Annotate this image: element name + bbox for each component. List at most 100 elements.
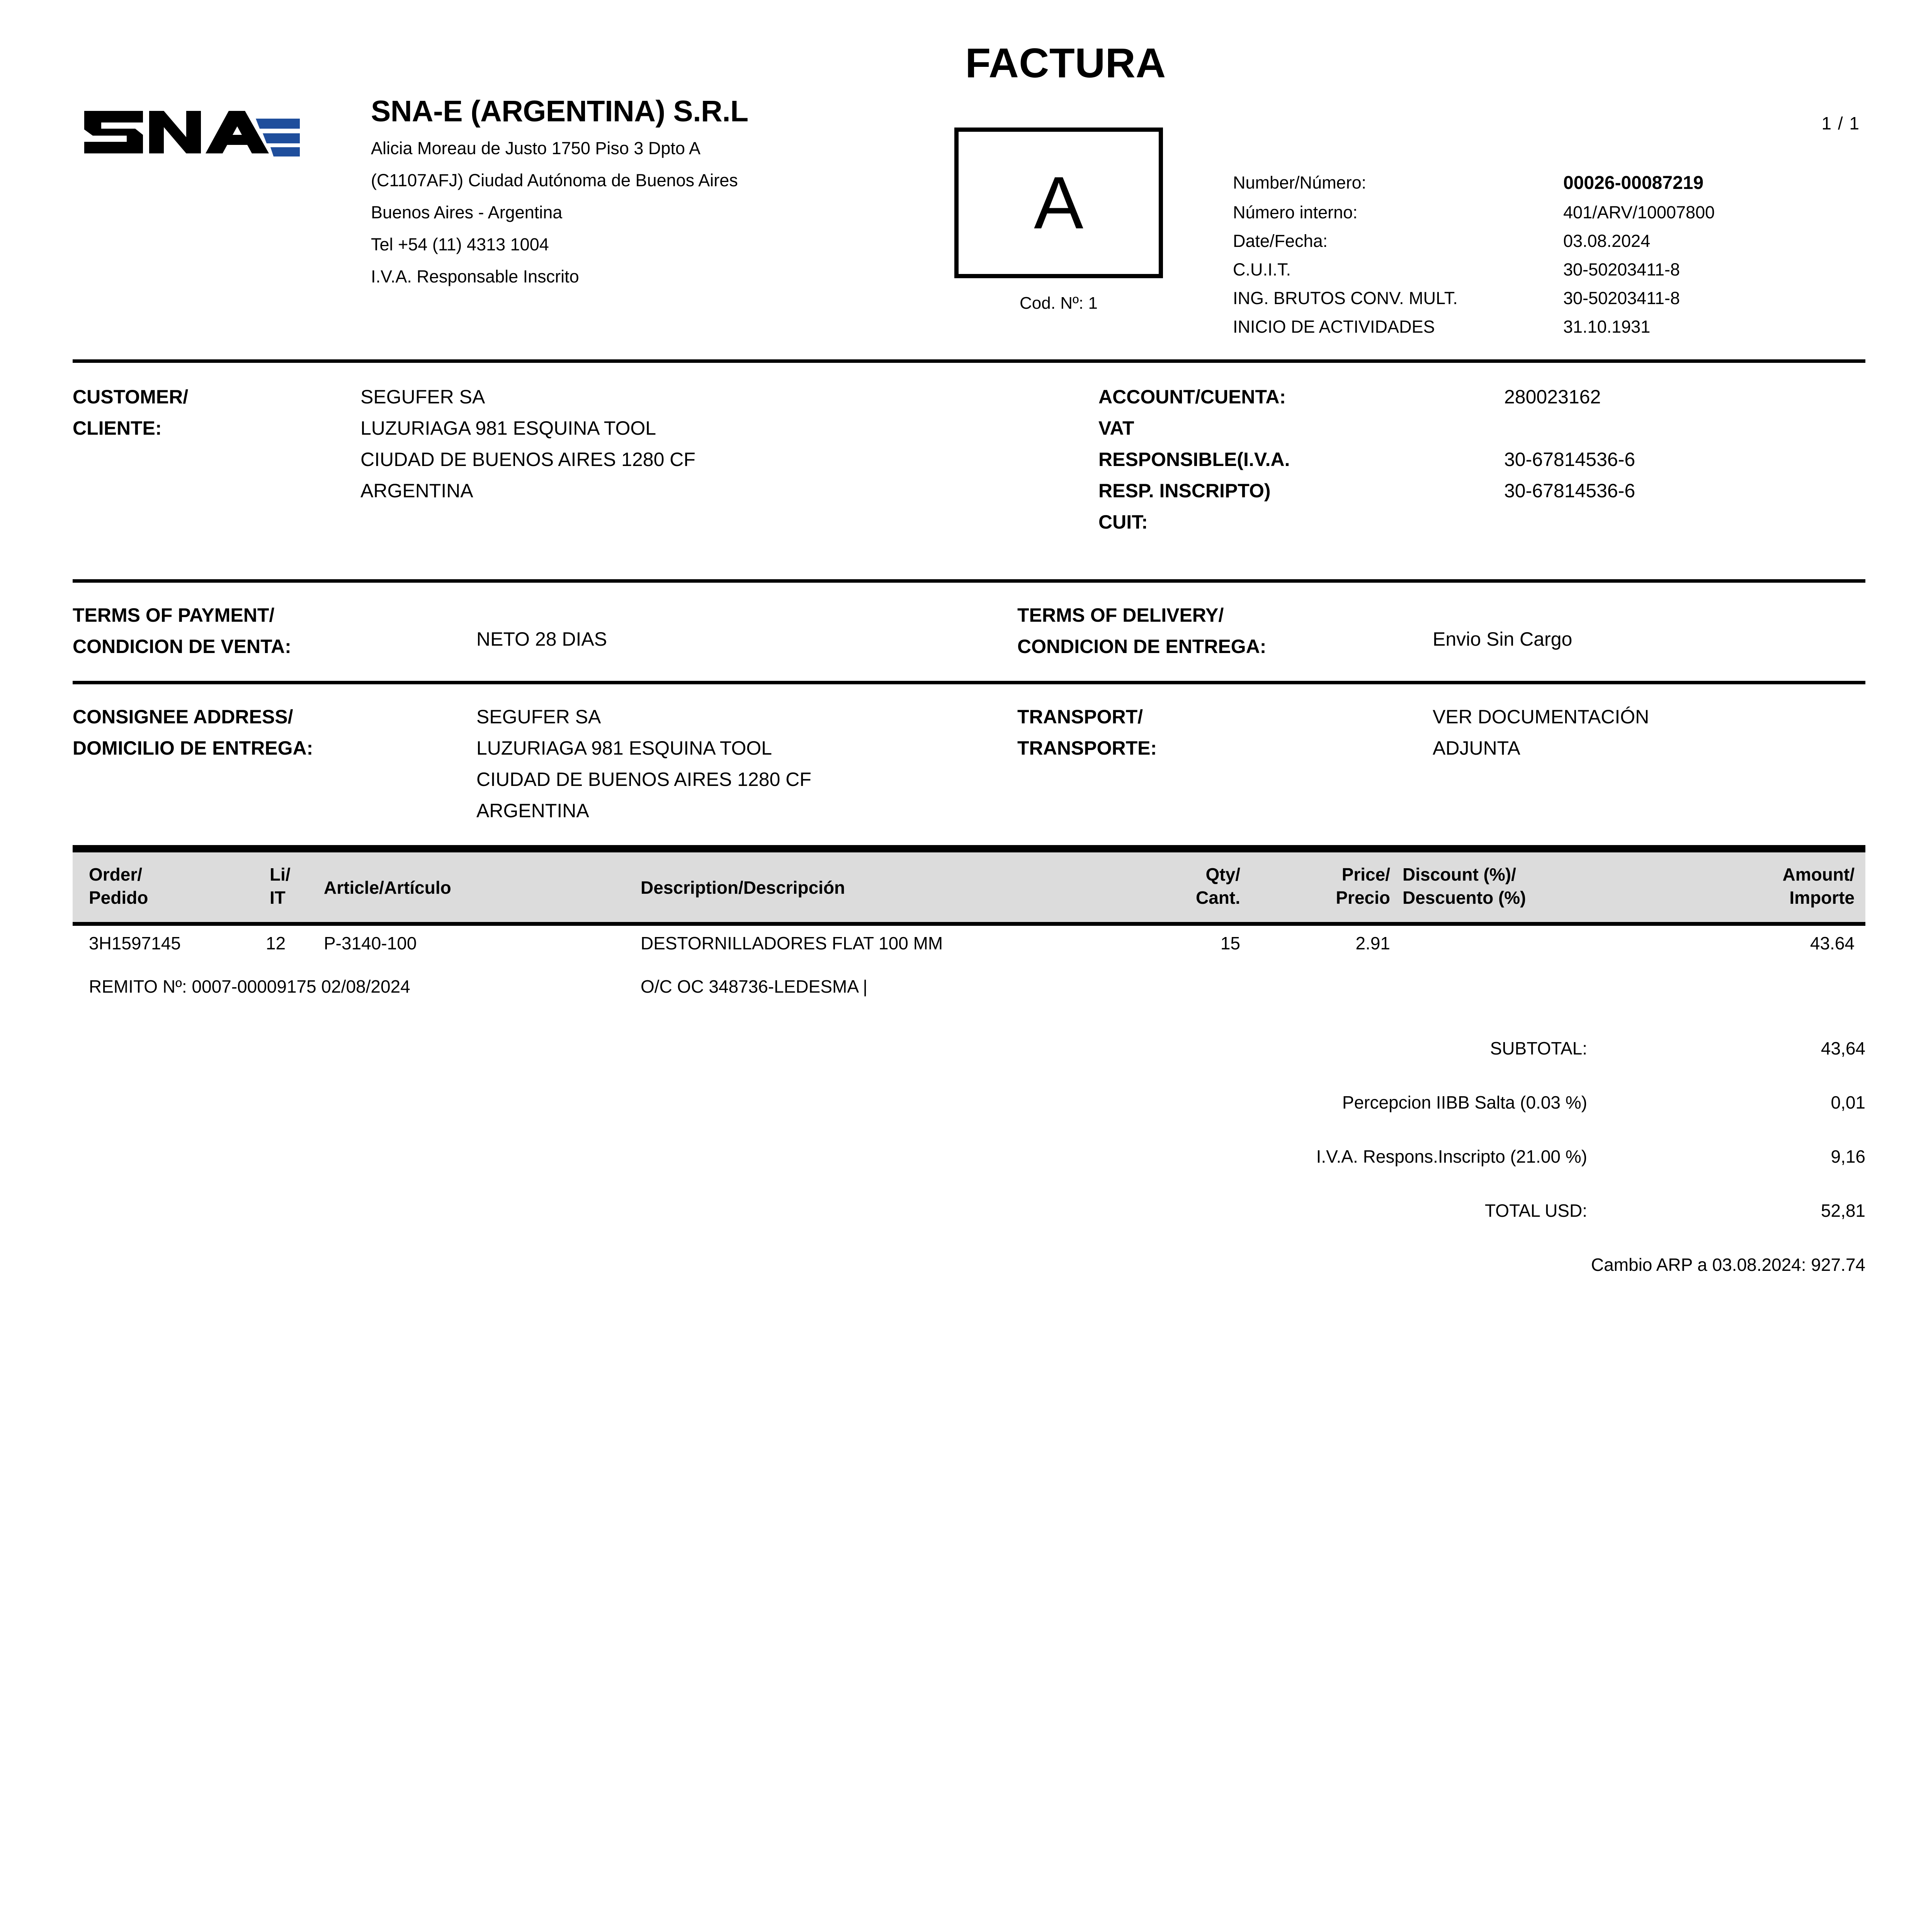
column-header-qty: Qty/ Cant.: [1144, 863, 1240, 910]
transport-value: VER DOCUMENTACIÓN ADJUNTA: [1433, 701, 1649, 827]
meta-row: Número interno: 401/ARV/10007800: [1233, 204, 1867, 221]
meta-value-invoice-number: 00026-00087219: [1563, 173, 1704, 193]
terms-of-payment-label: TERMS OF PAYMENT/ CONDICION DE VENTA:: [73, 600, 476, 662]
meta-label: Number/Número:: [1233, 173, 1367, 192]
vat-label-line3: RESP. INSCRIPTO): [1098, 480, 1271, 502]
total-label: I.V.A. Respons.Inscripto (21.00 %): [1316, 1146, 1587, 1167]
exchange-rate-row: Cambio ARP a 03.08.2024: 927.74: [73, 1244, 1865, 1287]
table-subrow: REMITO Nº: 0007-00009175 02/08/2024 O/C …: [73, 969, 1865, 1012]
vat-label-line4: CUIT:: [1098, 511, 1148, 533]
spacer: [1504, 413, 1635, 444]
column-header-article: Article/Artículo: [324, 878, 451, 898]
total-value: 9,16: [1831, 1146, 1865, 1167]
cell-price: 2.91: [1355, 933, 1390, 953]
transport-label-en: TRANSPORT/: [1017, 706, 1143, 728]
account-number: 280023162: [1504, 386, 1601, 408]
meta-label: Date/Fecha:: [1233, 231, 1328, 251]
customer-address: SEGUFER SA LUZURIAGA 981 ESQUINA TOOL CI…: [360, 381, 695, 560]
total-row-percepcion-iibb: Percepcion IIBB Salta (0.03 %) 0,01: [73, 1082, 1865, 1136]
divider: [73, 681, 1865, 684]
meta-row: INICIO DE ACTIVIDADES 31.10.1931: [1233, 318, 1867, 335]
meta-value-date: 03.08.2024: [1563, 231, 1651, 251]
cell-li: 12: [266, 933, 286, 953]
company-info: SNA-E (ARGENTINA) S.R.L Alicia Moreau de…: [371, 97, 881, 300]
column-header-price-en: Price/: [1341, 864, 1390, 884]
invoice-type-letter: A: [1034, 161, 1084, 244]
consignee-address-line: CIUDAD DE BUENOS AIRES 1280 CF: [476, 769, 811, 790]
total-value: 43,64: [1821, 1038, 1865, 1058]
customer-label: CUSTOMER/ CLIENTE:: [73, 381, 360, 560]
divider: [73, 579, 1865, 583]
column-header-order-en: Order/: [89, 864, 143, 884]
customer-address-line: LUZURIAGA 981 ESQUINA TOOL: [360, 417, 656, 439]
customer-address-line: CIUDAD DE BUENOS AIRES 1280 CF: [360, 449, 695, 470]
meta-value-cuit: 30-50203411-8: [1563, 260, 1680, 279]
cell-qty: 15: [1220, 933, 1240, 953]
divider: [73, 359, 1865, 363]
consignee-country: ARGENTINA: [476, 800, 589, 821]
vat-number-1: 30-67814536-6: [1504, 449, 1635, 470]
meta-value-inicio-actividades: 31.10.1931: [1563, 317, 1651, 337]
total-label: TOTAL USD:: [1485, 1201, 1587, 1221]
page-indicator: 1 / 1: [1821, 113, 1860, 133]
cell-order-reference: O/C OC 348736-LEDESMA |: [641, 976, 868, 997]
table-row: 3H1597145 12 P-3140-100 DESTORNILLADORES…: [73, 926, 1865, 969]
invoice-meta-list: Number/Número: 00026-00087219 Número int…: [1233, 174, 1867, 347]
column-header-li-en: Li/: [270, 864, 291, 884]
customer-block: CUSTOMER/ CLIENTE: SEGUFER SA LUZURIAGA …: [73, 381, 1098, 560]
customer-label-es: CLIENTE:: [73, 417, 162, 439]
terms-delivery-label-es: CONDICION DE ENTREGA:: [1017, 636, 1267, 657]
meta-label: INICIO DE ACTIVIDADES: [1233, 317, 1435, 337]
terms-of-delivery-value: Envio Sin Cargo: [1433, 628, 1573, 650]
terms-section: TERMS OF PAYMENT/ CONDICION DE VENTA: NE…: [73, 583, 1865, 681]
company-name: SNA-E (ARGENTINA) S.R.L: [371, 95, 748, 128]
terms-of-delivery-block: TERMS OF DELIVERY/ CONDICION DE ENTREGA:…: [1017, 600, 1865, 662]
terms-of-payment-block: TERMS OF PAYMENT/ CONDICION DE VENTA: NE…: [73, 600, 1017, 662]
column-header-price-es: Precio: [1336, 887, 1390, 908]
meta-row: ING. BRUTOS CONV. MULT. 30-50203411-8: [1233, 289, 1867, 307]
consignee-address-label: CONSIGNEE ADDRESS/ DOMICILIO DE ENTREGA:: [73, 701, 476, 827]
table-header-row: Order/ Pedido Li/ IT Article/Artículo De…: [73, 849, 1865, 926]
meta-value-internal-number: 401/ARV/10007800: [1563, 202, 1715, 222]
meta-label: Número interno:: [1233, 202, 1358, 222]
company-logo: [81, 95, 305, 170]
column-header-price: Price/ Precio: [1274, 863, 1390, 910]
transport-value-line2: ADJUNTA: [1433, 737, 1520, 759]
transport-label: TRANSPORT/ TRANSPORTE:: [1017, 701, 1433, 827]
document-title: FACTURA: [965, 39, 1166, 86]
customer-name: SEGUFER SA: [360, 386, 485, 408]
company-address-line: (C1107AFJ) Ciudad Autónoma de Buenos Air…: [371, 170, 738, 190]
consignee-section: CONSIGNEE ADDRESS/ DOMICILIO DE ENTREGA:…: [73, 684, 1865, 845]
cell-order: 3H1597145: [89, 933, 181, 953]
meta-label: ING. BRUTOS CONV. MULT.: [1233, 288, 1458, 308]
consignee-label-en: CONSIGNEE ADDRESS/: [73, 706, 293, 728]
cell-description: DESTORNILLADORES FLAT 100 MM: [641, 933, 943, 953]
terms-payment-label-es: CONDICION DE VENTA:: [73, 636, 291, 657]
invoice-type-code: Cod. Nº: 1: [1020, 294, 1098, 313]
total-label: Percepcion IIBB Salta (0.03 %): [1342, 1092, 1587, 1112]
meta-label: C.U.I.T.: [1233, 260, 1291, 279]
terms-payment-label-en: TERMS OF PAYMENT/: [73, 604, 275, 626]
transport-value-line1: VER DOCUMENTACIÓN: [1433, 706, 1649, 728]
cell-remito: REMITO Nº: 0007-00009175 02/08/2024: [89, 976, 410, 997]
column-header-li: Li/ IT: [270, 863, 291, 910]
terms-of-payment-value: NETO 28 DIAS: [476, 628, 607, 650]
consignee-address-block: CONSIGNEE ADDRESS/ DOMICILIO DE ENTREGA:…: [73, 701, 1017, 827]
customer-label-en: CUSTOMER/: [73, 386, 189, 408]
vat-label-line2: RESPONSIBLE(I.V.A.: [1098, 449, 1290, 470]
exchange-rate-note: Cambio ARP a 03.08.2024: 927.74: [1591, 1255, 1865, 1275]
column-header-discount-es: Descuento (%): [1403, 887, 1526, 908]
terms-of-delivery-label: TERMS OF DELIVERY/ CONDICION DE ENTREGA:: [1017, 600, 1433, 662]
column-header-amount-es: Importe: [1789, 887, 1855, 908]
account-labels: ACCOUNT/CUENTA: VAT RESPONSIBLE(I.V.A. R…: [1098, 381, 1504, 560]
company-address-line: Alicia Moreau de Justo 1750 Piso 3 Dpto …: [371, 138, 701, 158]
customer-section: CUSTOMER/ CLIENTE: SEGUFER SA LUZURIAGA …: [73, 363, 1865, 579]
column-header-amount-en: Amount/: [1782, 864, 1855, 884]
column-header-qty-es: Cant.: [1196, 887, 1240, 908]
total-row-iva: I.V.A. Respons.Inscripto (21.00 %) 9,16: [73, 1136, 1865, 1190]
account-values: 280023162 30-67814536-6 30-67814536-6: [1504, 381, 1635, 560]
customer-country: ARGENTINA: [360, 480, 473, 502]
column-header-discount: Discount (%)/ Descuento (%): [1403, 863, 1526, 910]
vat-number-2: 30-67814536-6: [1504, 480, 1635, 502]
company-phone: Tel +54 (11) 4313 1004: [371, 235, 549, 254]
